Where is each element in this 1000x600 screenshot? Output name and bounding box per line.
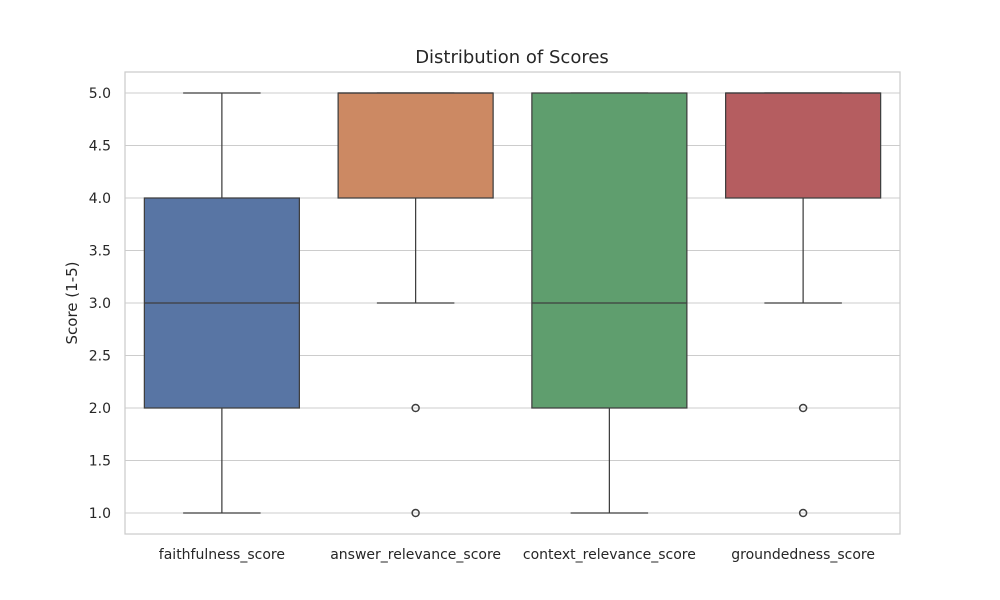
y-tick-label: 2.5 — [89, 349, 111, 365]
box-context_relevance_score — [531, 92, 688, 514]
x-tick-label: answer_relevance_score — [330, 547, 501, 563]
x-tick-label: faithfulness_score — [159, 547, 285, 563]
x-tick-label: groundedness_score — [731, 547, 875, 563]
y-tick-label: 3.0 — [89, 296, 111, 312]
y-tick-label: 1.5 — [89, 454, 111, 470]
y-tick-label: 5.0 — [89, 86, 111, 102]
y-tick-label: 2.0 — [89, 401, 111, 417]
boxes — [143, 92, 882, 518]
chart-title: Distribution of Scores — [415, 47, 609, 68]
plot-frame — [124, 71, 901, 535]
outlier-point — [411, 508, 420, 518]
x-tick-label: context_relevance_score — [523, 547, 696, 563]
y-tick-label: 1.0 — [89, 506, 111, 522]
outlier-point — [798, 403, 808, 413]
outlier-point — [798, 508, 808, 518]
y-axis-label: Score (1-5) — [63, 262, 81, 345]
box-iqr — [531, 92, 688, 409]
box-faithfulness_score — [143, 92, 300, 514]
box-iqr — [337, 92, 494, 199]
box-iqr — [725, 92, 882, 199]
outlier-point — [411, 403, 420, 413]
box-answer_relevance_score — [337, 92, 494, 518]
y-tick-label: 3.5 — [89, 244, 111, 260]
y-tick-label: 4.0 — [89, 191, 111, 207]
tick-labels: 1.0 1.5 2.0 2.5 3.0 3.5 4.0 4.5 5.0 faithfulness_… — [89, 86, 875, 563]
box-groundedness_score — [725, 92, 882, 518]
y-tick-label: 4.5 — [89, 139, 111, 155]
